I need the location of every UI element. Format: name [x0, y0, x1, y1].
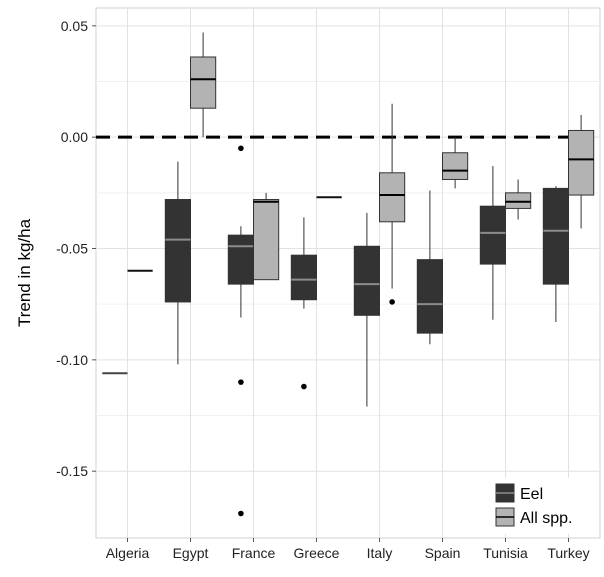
box-outlier-point — [238, 379, 244, 385]
box-rect — [227, 234, 255, 285]
axis-layer: 0.05 0.00 -0.05 -0.10 -0.15 Algeria Egypt Franc… — [56, 18, 590, 561]
box-rect — [542, 187, 569, 285]
box-rect — [253, 199, 280, 281]
box-rect — [442, 152, 469, 180]
box-outlier-point — [238, 510, 244, 517]
legend-label: Eel — [520, 486, 543, 503]
y-tick-label: -0.10 — [56, 352, 88, 368]
x-tick-label: Tunisia — [483, 545, 528, 561]
legend: Eel All spp. — [490, 478, 598, 534]
box-rect — [568, 129, 595, 196]
x-tick-label: Greece — [294, 545, 340, 561]
x-tick-label: Egypt — [173, 545, 209, 561]
x-tick-label: Turkey — [547, 545, 589, 561]
box-rect — [164, 199, 192, 303]
box-rect — [290, 254, 317, 301]
box-outlier-point — [389, 299, 395, 305]
legend-label: All spp. — [520, 510, 572, 527]
box-layer — [102, 32, 595, 517]
box-outlier-point — [238, 145, 244, 152]
box-rect — [479, 205, 506, 265]
x-tick-label: Spain — [425, 545, 461, 561]
y-tick-label: -0.15 — [56, 463, 88, 479]
box-rect — [190, 56, 217, 109]
box-rect — [505, 192, 532, 209]
y-axis-label: Trend in kg/ha — [15, 218, 34, 327]
x-tick-label: Algeria — [106, 545, 150, 561]
box-rect — [416, 259, 443, 334]
x-tick-label: Italy — [367, 545, 393, 561]
y-tick-label: -0.05 — [56, 241, 88, 257]
x-tick-label: France — [232, 545, 276, 561]
box-rect — [379, 172, 406, 223]
y-tick-label: 0.00 — [61, 129, 88, 145]
box-outlier-point — [301, 383, 307, 390]
box-rect — [353, 245, 380, 316]
y-tick-label: 0.05 — [61, 18, 88, 34]
